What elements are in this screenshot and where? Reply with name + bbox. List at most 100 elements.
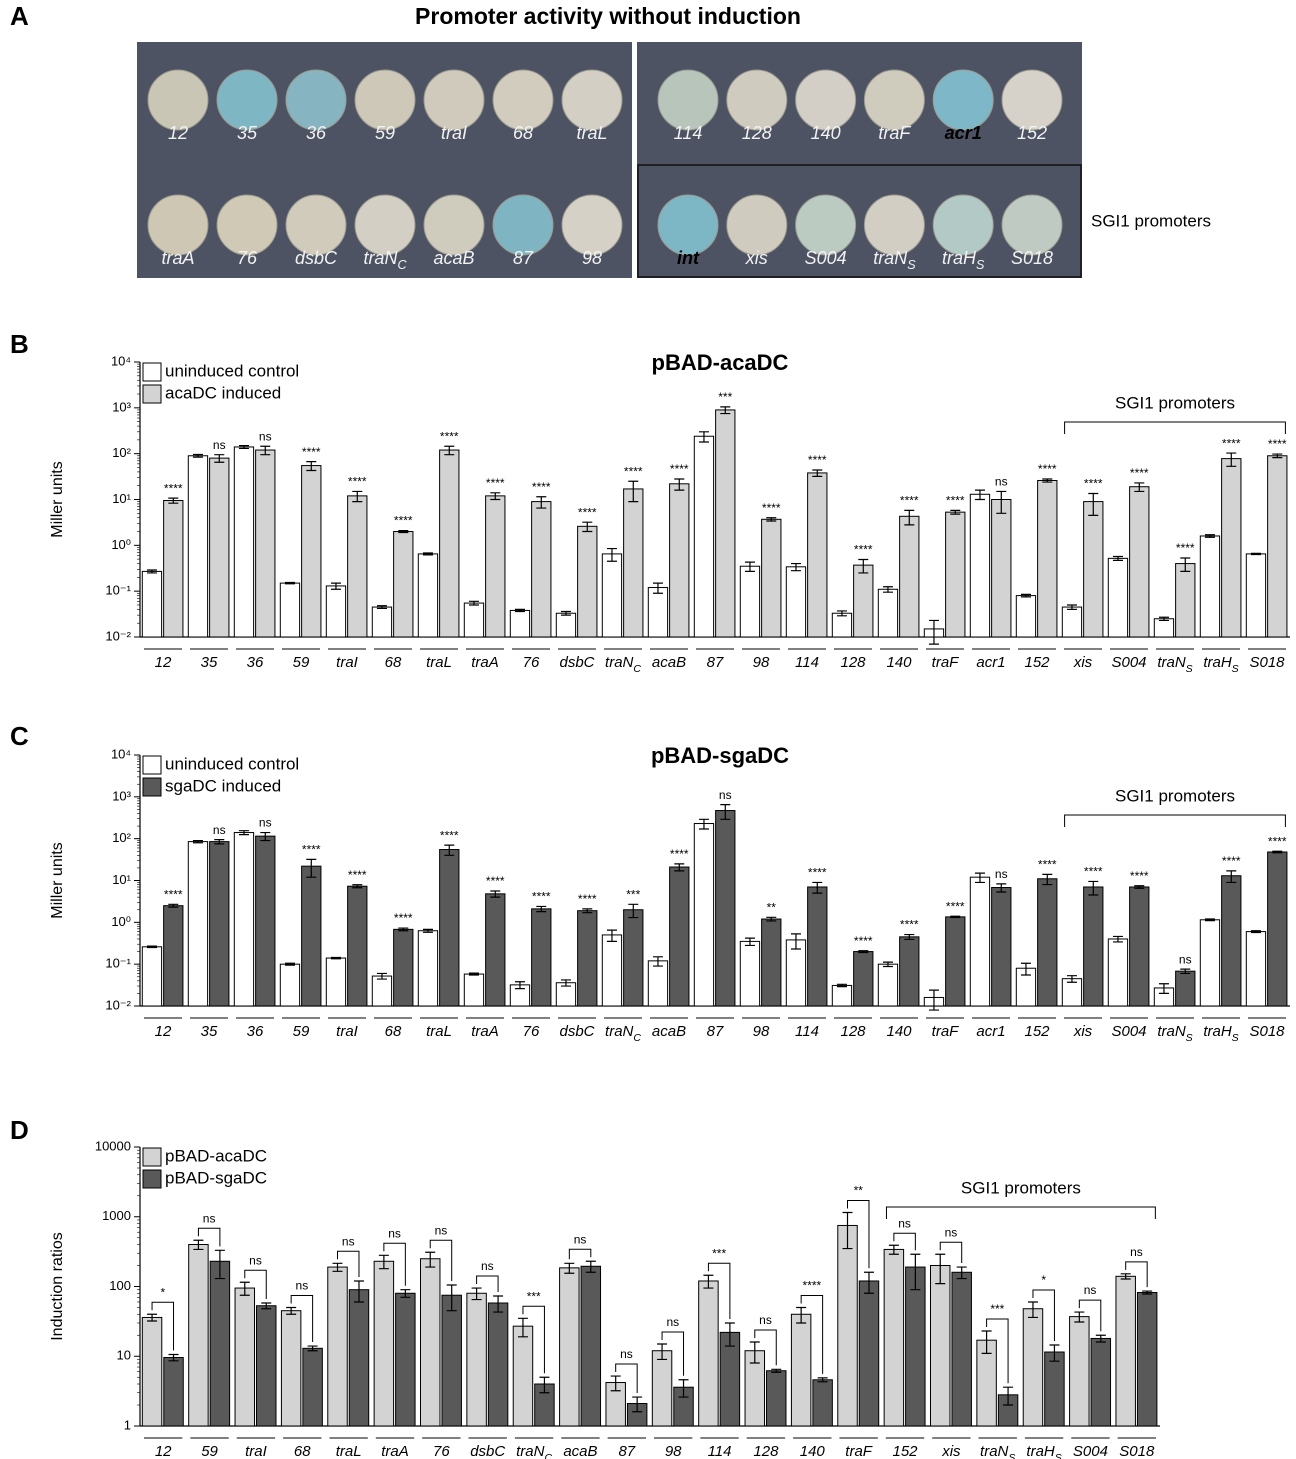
colony — [796, 195, 856, 255]
significance-label: ns — [435, 1223, 448, 1237]
bar — [740, 566, 759, 637]
bar — [513, 1326, 532, 1426]
bar — [992, 500, 1011, 638]
colony — [562, 195, 622, 255]
significance-label: ns — [759, 1313, 772, 1327]
bar — [694, 824, 713, 1006]
significance-label: **** — [348, 868, 367, 882]
y-tick-label: 10³ — [112, 399, 131, 414]
colony — [493, 70, 553, 130]
bar — [946, 917, 965, 1006]
y-tick-label: 10⁻¹ — [105, 583, 131, 598]
significance-label: **** — [762, 501, 781, 515]
bar — [581, 1266, 600, 1426]
y-axis-title: Induction ratios — [49, 1232, 66, 1341]
colony — [424, 70, 484, 130]
x-tick-label: 152 — [1024, 1023, 1050, 1040]
colony-label: int — [677, 248, 700, 268]
x-tick-label: 87 — [618, 1443, 635, 1459]
bar — [142, 947, 161, 1006]
bar — [488, 1303, 507, 1426]
x-tick-label: acr1 — [976, 1023, 1005, 1040]
colony — [1002, 70, 1062, 130]
significance-label: **** — [1222, 854, 1241, 868]
colony-label: xis — [745, 248, 768, 268]
bar — [1268, 456, 1287, 637]
bar — [1154, 619, 1173, 637]
bar — [1246, 554, 1265, 637]
y-tick-label: 10⁴ — [111, 746, 131, 761]
bar — [164, 906, 183, 1006]
bar — [303, 1348, 322, 1426]
x-tick-label: 87 — [707, 654, 724, 671]
x-tick-label: 152 — [1024, 654, 1050, 671]
y-axis-title: Miller units — [49, 842, 66, 918]
significance-label: **** — [1130, 466, 1149, 480]
significance-label: ns — [1130, 1245, 1143, 1259]
colony-label: 36 — [306, 123, 327, 143]
x-tick-label: S018 — [1249, 1023, 1285, 1040]
bar — [1062, 607, 1081, 637]
bar — [854, 565, 873, 637]
bar — [838, 1225, 857, 1426]
bar — [302, 466, 321, 637]
x-tick-label: 128 — [753, 1443, 779, 1459]
x-tick-label: 140 — [800, 1443, 826, 1459]
x-tick-label: traL — [426, 654, 452, 671]
bar — [257, 1306, 276, 1426]
bar — [762, 519, 781, 637]
significance-label: ns — [481, 1259, 494, 1273]
x-tick-label: acaB — [652, 1023, 686, 1040]
bar — [142, 1317, 161, 1426]
x-tick-label: S004 — [1111, 654, 1146, 671]
x-tick-label: traF — [845, 1443, 873, 1459]
bar — [931, 1266, 950, 1426]
colony-label: traF — [878, 123, 911, 143]
x-tick-label: 12 — [155, 654, 172, 671]
bar — [1016, 596, 1035, 637]
y-tick-label: 10 — [117, 1348, 131, 1363]
x-tick-label: 12 — [155, 1443, 172, 1459]
legend-swatch — [143, 1170, 161, 1188]
bar — [532, 909, 551, 1006]
x-tick-label: 114 — [708, 1443, 732, 1459]
x-tick-label: xis — [1073, 654, 1093, 671]
significance-label: *** — [626, 887, 640, 901]
bar — [946, 512, 965, 637]
significance-label: **** — [1038, 462, 1057, 476]
bar — [762, 919, 781, 1006]
legend-label: sgaDC induced — [165, 776, 281, 795]
bar — [234, 833, 253, 1006]
y-tick-label: 100 — [109, 1278, 131, 1293]
legend-label: uninduced control — [165, 361, 299, 380]
bar — [970, 494, 989, 637]
significance-label: ns — [388, 1226, 401, 1240]
significance-label: **** — [486, 476, 505, 490]
bar — [560, 1268, 579, 1426]
bar — [440, 850, 459, 1006]
x-tick-label: 59 — [293, 654, 310, 671]
bar — [1222, 459, 1241, 637]
significance-label: **** — [578, 505, 597, 519]
colony-label: traA — [161, 248, 194, 268]
bar — [1176, 971, 1195, 1006]
y-tick-label: 10⁻² — [105, 997, 131, 1012]
bar — [786, 567, 805, 637]
bar — [808, 473, 827, 637]
colony — [217, 70, 277, 130]
colony — [933, 195, 993, 255]
bar — [813, 1380, 832, 1426]
legend-label: pBAD-sgaDC — [165, 1168, 267, 1187]
significance-label: **** — [1084, 865, 1103, 879]
significance-label: ns — [296, 1279, 309, 1293]
colony — [864, 195, 924, 255]
bar — [1108, 558, 1127, 637]
bar — [280, 964, 299, 1006]
significance-label: ns — [666, 1315, 679, 1329]
legend-label: uninduced control — [165, 754, 299, 773]
significance-label: **** — [394, 514, 413, 528]
bar — [906, 1267, 925, 1426]
colony-label: traI — [441, 123, 467, 143]
x-tick-label: acaB — [563, 1443, 597, 1459]
significance-label: **** — [440, 429, 459, 443]
